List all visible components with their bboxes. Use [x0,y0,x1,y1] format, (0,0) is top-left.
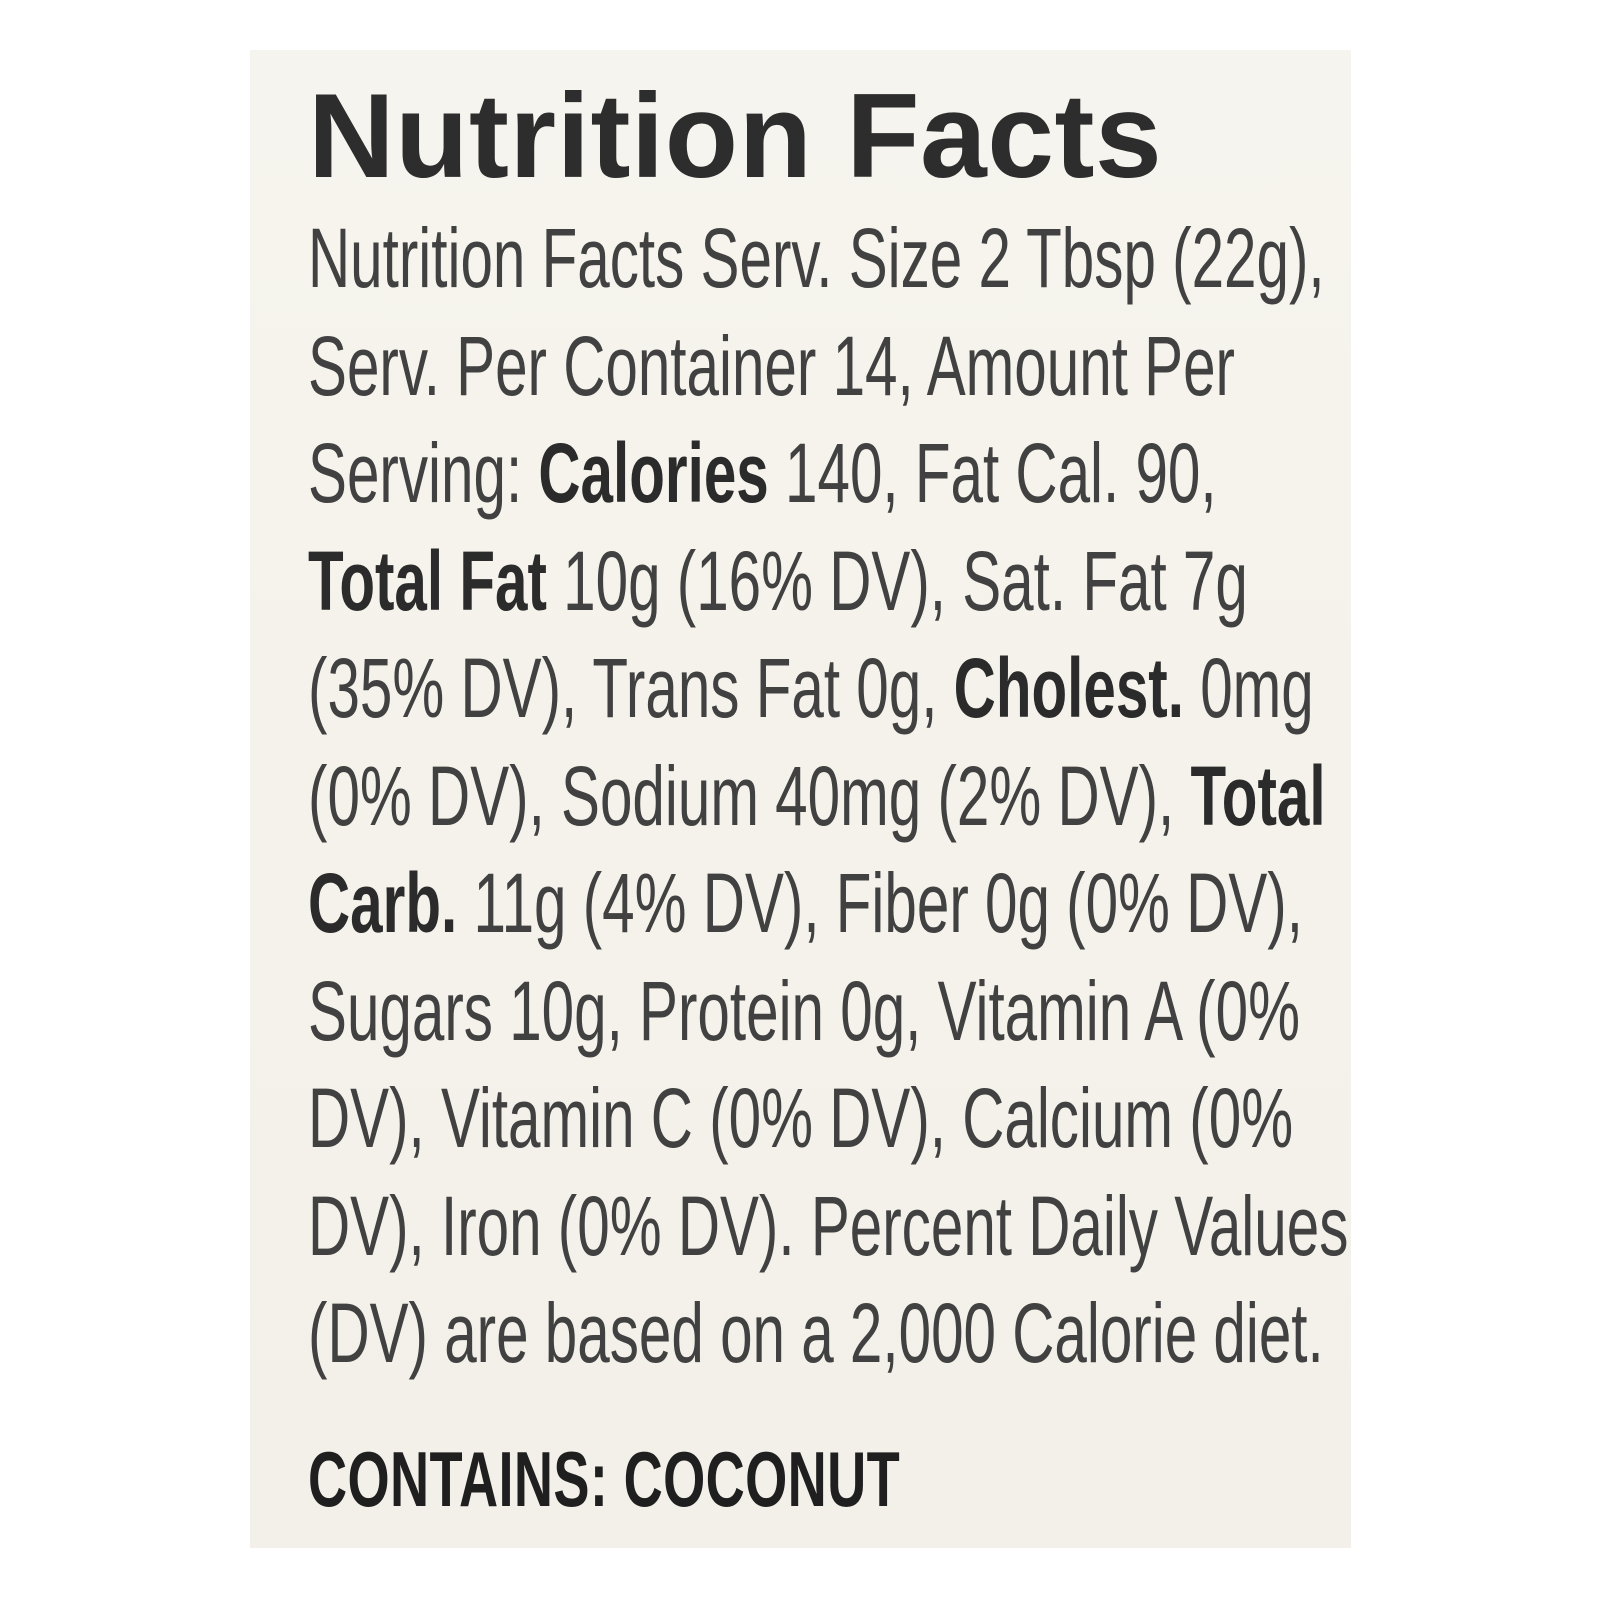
text-segment: Sugars 10g, Protein 0g, Vitamin A (0% [308,963,1300,1058]
body-line-sodium: (0% DV), Sodium 40mg (2% DV), Total [308,743,1326,851]
text-segment: 11g (4% DV), Fiber 0g (0% DV), [457,856,1303,950]
nutrient-name-bold: Total Fat [308,533,547,628]
body-line-calories: Serving: Calories 140, Fat Cal. 90, [308,420,1323,528]
nutrition-body: Nutrition Facts Serv. Size 2 Tbsp (22g),… [308,205,1348,1523]
text-segment: 10g (16% DV), Sat. Fat 7g [546,533,1248,628]
nutrient-name-bold: Carb. [308,856,458,950]
body-line-total-carb-fiber: Carb. 11g (4% DV), Fiber 0g (0% DV), [308,850,1323,958]
nutrient-name-bold: Total [1190,748,1326,843]
text-segment: (35% DV), Trans Fat 0g, [308,641,954,735]
body-line-sugars-protein-vitamin-a: Sugars 10g, Protein 0g, Vitamin A (0% [308,958,1323,1066]
nutrition-facts-title: Nutrition Facts [308,69,1163,203]
text-segment: 0mg [1183,641,1314,735]
text-segment: DV), Iron (0% DV). Percent Daily Values [308,1178,1349,1273]
text-segment: 140, Fat Cal. 90, [768,426,1217,520]
body-line-dv-basis: (DV) are based on a 2,000 Calorie diet. [308,1280,1324,1388]
nutrient-name-bold: Calories [538,426,769,520]
body-line-trans-fat-cholesterol: (35% DV), Trans Fat 0g, Cholest. 0mg [308,635,1323,743]
text-segment: (DV) are based on a 2,000 Calorie diet. [308,1286,1324,1380]
body-line-iron-dv-note: DV), Iron (0% DV). Percent Daily Values [308,1173,1348,1281]
nutrition-label-panel: Nutrition Facts Nutrition Facts Serv. Si… [250,50,1351,1548]
allergen-statement: CONTAINS: COCONUT [308,1434,901,1523]
body-line-vitamin-c-calcium: DV), Vitamin C (0% DV), Calcium (0% [308,1065,1323,1173]
text-segment: Nutrition Facts Serv. Size 2 Tbsp (22g), [308,211,1325,305]
text-segment: (0% DV), Sodium 40mg (2% DV), [308,748,1191,843]
text-segment: DV), Vitamin C (0% DV), Calcium (0% [308,1071,1294,1165]
body-line-total-fat: Total Fat 10g (16% DV), Sat. Fat 7g [308,528,1323,636]
body-line-serving-size: Nutrition Facts Serv. Size 2 Tbsp (22g), [308,205,1325,313]
nutrient-name-bold: Cholest. [953,641,1184,735]
text-segment: Serving: [308,426,539,520]
body-line-servings-per-container: Serv. Per Container 14, Amount Per [308,313,1323,421]
text-segment: Serv. Per Container 14, Amount Per [308,318,1235,413]
